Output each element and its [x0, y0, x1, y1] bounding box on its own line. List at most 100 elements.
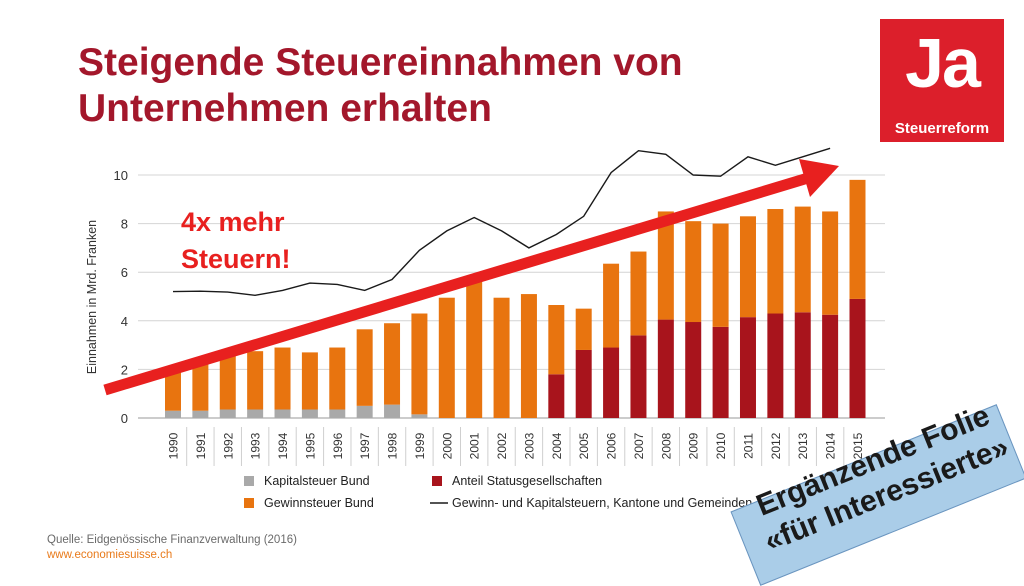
x-tick-label: 1995	[303, 432, 317, 459]
x-tick-label: 2013	[796, 432, 810, 459]
bar-segment	[356, 405, 373, 418]
x-tick-label: 2004	[550, 432, 564, 459]
source-note: Quelle: Eidgenössische Finanzverwaltung …	[47, 533, 297, 563]
x-tick-label: 1999	[413, 432, 427, 459]
annotation-line-2: Steuern!	[181, 244, 291, 274]
bar-segment	[575, 349, 592, 418]
legend-label: Gewinnsteuer Bund	[264, 496, 374, 510]
bar-segment	[657, 319, 674, 418]
chart-legend: Kapitalsteuer Bund Gewinnsteuer Bund Antei…	[244, 474, 752, 510]
y-tick-label: 6	[121, 265, 128, 280]
source-citation: Quelle: Eidgenössische Finanzverwaltung …	[47, 534, 297, 546]
y-axis-label: Einnahmen in Mrd. Franken	[85, 220, 99, 374]
bar-segment	[466, 275, 483, 418]
bar-segment	[739, 317, 756, 418]
bar-segment	[438, 297, 455, 418]
bar-segment	[219, 409, 236, 418]
bar-segment	[767, 209, 784, 314]
bar-segment	[603, 263, 620, 348]
bar-segment	[548, 305, 565, 375]
legend-label: Anteil Statusgesellschaften	[452, 474, 602, 488]
chart-bars	[165, 179, 866, 418]
logo-ja-text: Ja	[905, 24, 981, 102]
x-tick-label: 2005	[577, 432, 591, 459]
bar-segment	[301, 409, 318, 418]
x-tick-label: 2011	[741, 433, 755, 459]
legend-swatch	[244, 498, 254, 508]
bar-segment	[548, 374, 565, 418]
bar-segment	[411, 313, 428, 415]
x-tick-label: 2012	[769, 432, 783, 459]
y-tick-label: 8	[121, 217, 128, 232]
bar-segment	[520, 294, 537, 418]
x-tick-label: 1997	[358, 432, 372, 459]
bar-segment	[657, 211, 674, 320]
bar-segment	[192, 410, 209, 418]
bar-segment	[493, 297, 510, 418]
bar-segment	[712, 326, 729, 418]
x-tick-label: 2009	[687, 432, 701, 459]
legend-label: Kapitalsteuer Bund	[264, 474, 370, 488]
bar-segment	[794, 312, 811, 418]
bar-segment	[384, 404, 401, 418]
y-tick-label: 2	[121, 362, 128, 377]
bar-segment	[822, 314, 839, 418]
x-tick-label: 1992	[221, 432, 235, 459]
y-tick-label: 10	[114, 168, 128, 183]
trend-arrow-head	[799, 159, 839, 197]
bar-segment	[219, 352, 236, 410]
slide-title: Steigende Steuereinnahmen von Unternehme…	[78, 40, 798, 132]
logo-steuerreform-text: Steuerreform	[894, 120, 990, 137]
bar-segment	[575, 308, 592, 350]
x-tick-label: 2008	[659, 432, 673, 459]
bar-segment	[822, 211, 839, 315]
y-axis-ticks: 0 2 4 6 8 10	[114, 168, 128, 426]
title-line-2: Unternehmen erhalten	[78, 87, 492, 130]
bar-segment	[165, 410, 181, 418]
x-tick-label: 1991	[194, 432, 208, 459]
bar-segment	[192, 363, 209, 411]
annotation-line-1: 4x mehr	[181, 207, 285, 237]
x-tick-label: 2002	[495, 432, 509, 459]
x-tick-label: 1994	[276, 432, 290, 459]
legend-swatch	[432, 476, 442, 486]
bar-segment	[603, 347, 620, 418]
bar-segment	[356, 329, 373, 406]
x-tick-label: 2010	[714, 432, 728, 459]
bar-segment	[247, 351, 264, 410]
y-tick-label: 4	[121, 314, 128, 329]
x-tick-label: 1993	[249, 432, 263, 459]
x-axis-ticks: 1990 1991 1992 1993 1994 1995 1996 1997 1998 1999…	[167, 427, 865, 466]
bar-segment	[165, 368, 181, 411]
trend-arrow-shaft	[103, 172, 810, 396]
bar-segment	[849, 298, 866, 418]
line-series	[172, 147, 831, 297]
x-tick-label: 2003	[522, 432, 536, 459]
bar-segment	[274, 347, 291, 410]
x-tick-label: 2014	[824, 432, 838, 459]
trend-arrow	[103, 159, 839, 396]
bar-segment	[685, 221, 702, 323]
bar-segment	[411, 414, 428, 418]
ja-steuerreform-logo: Ja Steuerreform	[880, 19, 1004, 142]
x-tick-label: 2000	[440, 432, 454, 459]
x-tick-label: 1990	[167, 432, 181, 459]
bar-segment	[247, 409, 264, 418]
x-tick-label: 2001	[468, 432, 482, 459]
bar-segment	[630, 335, 647, 418]
source-url: www.economiesuisse.ch	[47, 549, 173, 561]
bar-segment	[767, 313, 784, 418]
x-tick-label: 2006	[605, 432, 619, 459]
x-tick-label: 2007	[632, 432, 646, 459]
x-tick-label: 2015	[851, 432, 865, 459]
bar-segment	[712, 223, 729, 327]
legend-swatch	[244, 476, 254, 486]
x-tick-label: 1998	[386, 432, 400, 459]
bar-segment	[739, 216, 756, 318]
bar-segment	[301, 352, 318, 410]
bar-segment	[849, 179, 866, 299]
chart-lines	[172, 147, 831, 297]
bar-segment	[794, 206, 811, 313]
bar-segment	[630, 251, 647, 336]
bar-segment	[384, 323, 401, 405]
